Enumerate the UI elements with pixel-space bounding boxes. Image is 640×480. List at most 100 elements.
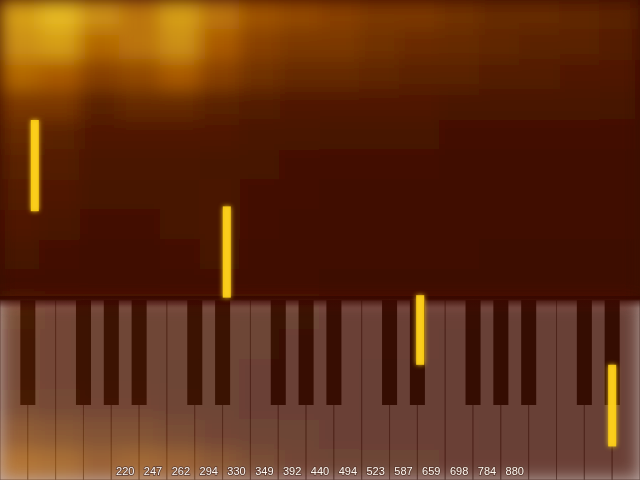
- cell: [280, 330, 321, 361]
- spectrogram-chart: 2202472622943303493924404945235876596987…: [0, 0, 640, 480]
- cell: [80, 90, 121, 121]
- cell: [600, 210, 640, 241]
- cell: [200, 360, 241, 391]
- cell: [560, 270, 601, 301]
- cell: [600, 150, 640, 181]
- cell: [520, 240, 561, 271]
- tick-label: 220: [116, 465, 134, 477]
- cell: [160, 180, 201, 211]
- cell: [280, 120, 321, 151]
- cell: [560, 360, 601, 391]
- cell: [440, 180, 481, 211]
- cell: [440, 30, 481, 61]
- cell: [320, 210, 361, 241]
- cell: [560, 30, 601, 61]
- cell: [440, 450, 481, 480]
- cell: [480, 420, 521, 451]
- cell: [440, 390, 481, 421]
- cell: [40, 360, 81, 391]
- cell: [480, 150, 521, 181]
- cell: [40, 450, 81, 480]
- cell: [520, 330, 561, 361]
- tick-label: 494: [339, 465, 357, 477]
- cell: [440, 0, 481, 31]
- cell: [520, 60, 561, 91]
- cell: [80, 180, 121, 211]
- cell: [120, 180, 161, 211]
- cell: [440, 120, 481, 151]
- cell: [80, 420, 121, 451]
- cell: [480, 0, 521, 31]
- cell: [120, 150, 161, 181]
- cell: [440, 90, 481, 121]
- cell: [280, 210, 321, 241]
- cell: [360, 210, 401, 241]
- cell: [240, 120, 281, 151]
- tick-label: 659: [422, 465, 440, 477]
- cell: [120, 0, 161, 31]
- cell: [520, 0, 561, 31]
- cell: [80, 450, 121, 480]
- cell: [40, 0, 81, 31]
- cell: [280, 420, 321, 451]
- peak: [31, 120, 39, 211]
- cell: [200, 90, 241, 121]
- cell: [120, 210, 161, 241]
- cell: [160, 0, 201, 31]
- cell: [40, 60, 81, 91]
- cell: [160, 390, 201, 421]
- cell: [480, 270, 521, 301]
- cell: [520, 210, 561, 241]
- cell: [320, 240, 361, 271]
- cell: [480, 120, 521, 151]
- cell: [80, 390, 121, 421]
- cell: [400, 30, 441, 61]
- cell: [440, 150, 481, 181]
- cell: [80, 240, 121, 271]
- cell: [120, 90, 161, 121]
- cell: [280, 270, 321, 301]
- cell: [40, 210, 81, 241]
- peaks: [31, 120, 616, 446]
- cell: [320, 90, 361, 121]
- cell: [360, 60, 401, 91]
- cell: [520, 270, 561, 301]
- cell: [160, 60, 201, 91]
- cell: [80, 330, 121, 361]
- cell: [0, 30, 41, 61]
- cell: [0, 420, 41, 451]
- cell: [40, 240, 81, 271]
- cell: [600, 420, 640, 451]
- cell: [320, 360, 361, 391]
- cell: [360, 30, 401, 61]
- tick-label: 349: [255, 465, 273, 477]
- spectrum-cells: [0, 0, 640, 301]
- cell: [320, 390, 361, 421]
- cell: [440, 270, 481, 301]
- cell: [600, 30, 640, 61]
- cell: [360, 180, 401, 211]
- cell: [200, 180, 241, 211]
- cell: [400, 0, 441, 31]
- cell: [200, 60, 241, 91]
- cell: [480, 60, 521, 91]
- cell: [0, 330, 41, 361]
- plot-area: [0, 0, 640, 480]
- keyboard-edge: [0, 296, 640, 308]
- cell: [120, 120, 161, 151]
- cell: [600, 90, 640, 121]
- background: [0, 0, 640, 480]
- cell: [160, 420, 201, 451]
- cell: [80, 270, 121, 301]
- tick-label: 262: [172, 465, 190, 477]
- cell: [80, 120, 121, 151]
- cell: [120, 30, 161, 61]
- cell: [120, 330, 161, 361]
- tick-label: 330: [227, 465, 245, 477]
- cell: [240, 240, 281, 271]
- cell: [400, 390, 441, 421]
- cell: [520, 150, 561, 181]
- cell: [200, 120, 241, 151]
- cell: [360, 90, 401, 121]
- cell: [280, 360, 321, 391]
